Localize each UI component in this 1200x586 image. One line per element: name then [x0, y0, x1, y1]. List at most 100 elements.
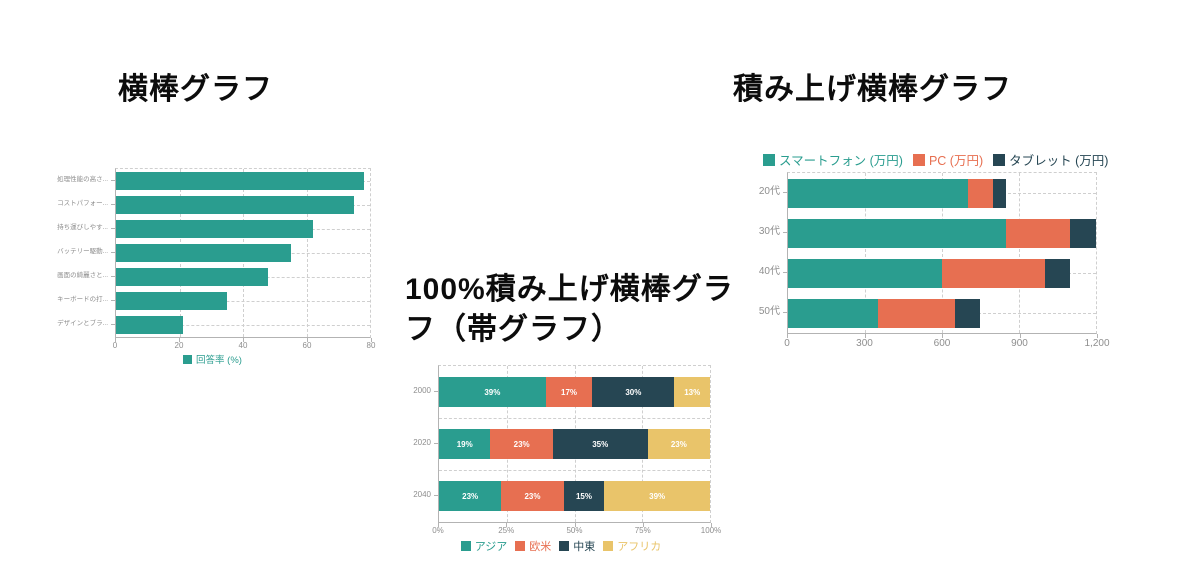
x-tick	[307, 338, 308, 342]
y-tick	[783, 192, 787, 193]
h-gridline	[439, 470, 710, 471]
y-tick	[111, 300, 115, 301]
segment-value-label: 35%	[592, 439, 609, 449]
y-tick	[111, 228, 115, 229]
legend-swatch	[460, 541, 471, 551]
y-category-label: 画面の綺麗さと...	[57, 272, 108, 279]
bar-segment: 23%	[490, 429, 553, 459]
bar-segment: 19%	[439, 429, 491, 459]
bar-segment: 39%	[439, 377, 546, 407]
x-tick-label: 1,200	[1084, 338, 1110, 349]
segment-value-label: 30%	[625, 387, 642, 397]
bar-segment	[1070, 218, 1096, 248]
x-tick	[438, 523, 439, 527]
y-category-label: 2020	[413, 438, 431, 447]
legend-swatch	[603, 541, 614, 551]
x-tick	[711, 523, 712, 527]
h-gridline	[116, 301, 370, 302]
y-category-label: 40代	[758, 266, 780, 277]
x-tick-label: 0%	[432, 526, 444, 535]
x-tick	[179, 338, 180, 342]
percent-stacked-chart: 39% 17% 30% 13% 19% 23% 35% 23% 23% 23% 15% 39% 2000…	[405, 360, 721, 560]
x-tick	[864, 334, 866, 338]
x-tick-label: 25%	[498, 526, 515, 535]
y-category-label: 30代	[758, 226, 780, 237]
legend-label: 中東	[573, 541, 596, 553]
x-tick-label: 40	[238, 341, 248, 350]
y-category-label: 2000	[413, 386, 431, 395]
legend-item: スマートフォン (万円)	[763, 150, 903, 169]
bar-segment	[788, 178, 968, 208]
y-tick	[111, 324, 115, 325]
legend-item: 回答率 (%)	[183, 352, 242, 366]
bar-segment: 30%	[592, 377, 675, 407]
y-tick	[783, 312, 787, 313]
x-tick-label: 0	[112, 341, 118, 350]
y-category-label: キーボードの打...	[57, 296, 108, 303]
bar-segment: 17%	[545, 377, 593, 407]
bar-segment	[116, 172, 364, 190]
segment-value-label: 13%	[684, 387, 701, 397]
y-category-label: 50代	[758, 306, 780, 317]
bar-segment	[116, 220, 313, 238]
plot-area: 39% 17% 30% 13% 19% 23% 35% 23% 23% 23% 15% 39%	[438, 365, 711, 523]
segment-value-label: 19%	[456, 439, 473, 449]
x-tick	[243, 338, 244, 342]
stacked-chart: 20代 30代 40代 50代 0 300 600 900 1,200 スマートフォン (万円) P…	[745, 148, 1115, 363]
x-tick-label: 900	[1011, 338, 1028, 349]
x-tick-label: 20	[174, 341, 184, 350]
legend-item: タブレット (万円)	[993, 150, 1108, 169]
x-tick	[115, 338, 116, 342]
legend: 回答率 (%)	[50, 352, 375, 366]
segment-value-label: 23%	[524, 491, 541, 501]
bar-segment	[116, 316, 183, 334]
x-tick	[942, 334, 943, 338]
bar-segment: 23%	[501, 481, 564, 511]
bar-segment	[116, 244, 291, 262]
bar-segment: 13%	[674, 377, 710, 407]
h-gridline	[116, 325, 370, 326]
segment-value-label: 17%	[561, 387, 578, 397]
y-tick	[434, 495, 438, 496]
percent-stacked-chart-title: 100%積み上げ横棒グラフ（帯グラフ）	[405, 273, 734, 346]
legend: アジア 欧米 中東 アフリカ	[405, 538, 717, 554]
x-tick	[1019, 334, 1021, 338]
x-tick	[787, 334, 788, 338]
y-category-label: 2040	[413, 490, 431, 499]
y-tick	[434, 391, 438, 392]
bar-segment: 23%	[439, 481, 502, 511]
plot-area	[787, 172, 1097, 334]
legend-label: 回答率 (%)	[196, 355, 242, 366]
bar-segment: 39%	[604, 481, 710, 511]
x-tick	[506, 523, 508, 527]
segment-value-label: 23%	[513, 439, 530, 449]
y-category-label: デザインとブラ...	[57, 320, 108, 327]
stacked-chart-title: 積み上げ横棒グラフ	[733, 73, 1012, 106]
legend-label: タブレット (万円)	[1009, 154, 1109, 168]
hbar-chart-title: 横棒グラフ	[118, 73, 273, 106]
y-tick	[434, 443, 438, 444]
legend-item: アフリカ	[603, 538, 661, 554]
v-gridline	[865, 173, 866, 333]
legend-swatch	[763, 153, 775, 166]
legend-item: 中東	[559, 538, 595, 554]
bar-segment	[1044, 258, 1071, 288]
bar-segment: 15%	[563, 481, 605, 511]
bar-segment	[942, 258, 1045, 288]
bar-segment	[788, 298, 878, 328]
bar-segment	[788, 218, 1007, 248]
x-tick-label: 60	[302, 341, 312, 350]
y-tick	[783, 232, 787, 233]
x-tick	[1097, 334, 1098, 338]
x-tick-label: 600	[933, 338, 951, 349]
legend-label: アジア	[474, 541, 508, 553]
legend-swatch	[183, 354, 193, 364]
bar-segment	[954, 298, 981, 328]
y-tick	[111, 180, 115, 181]
bar-segment: 23%	[647, 429, 710, 459]
legend-label: 欧米	[529, 541, 552, 553]
bar-segment: 35%	[552, 429, 648, 459]
x-tick	[574, 523, 576, 527]
bar-segment	[116, 196, 355, 214]
segment-value-label: 39%	[649, 491, 666, 501]
